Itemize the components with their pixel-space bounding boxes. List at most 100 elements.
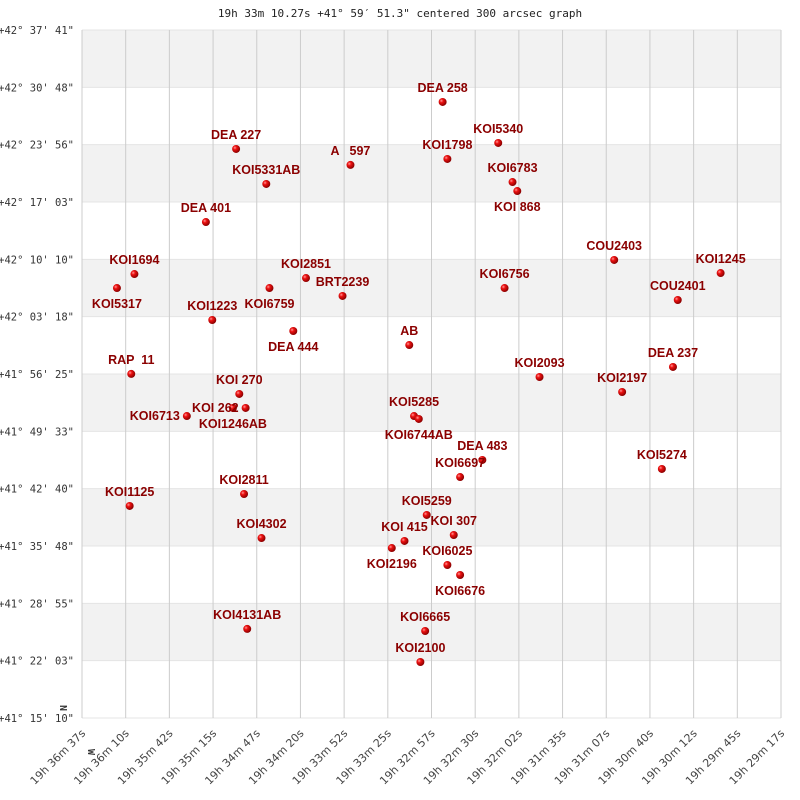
star-label: COU2403 (586, 239, 642, 253)
star-marker (443, 561, 452, 570)
star-marker (232, 144, 241, 153)
star-marker (494, 138, 503, 147)
star-marker (416, 657, 425, 666)
star-marker (421, 627, 430, 636)
star-label: KOI5285 (389, 395, 439, 409)
star-label: KOI6697 (435, 456, 485, 470)
star-label: BRT2239 (316, 275, 370, 289)
star-marker (208, 316, 217, 325)
star-label: KOI6783 (488, 161, 538, 175)
star-marker (112, 284, 121, 293)
star-label: KOI5331AB (232, 163, 300, 177)
star-label: KOI2197 (597, 371, 647, 385)
star-marker (405, 341, 414, 350)
star-label: KOI2196 (367, 557, 417, 571)
star-label: KOI5340 (473, 122, 523, 136)
star-label: DEA 258 (417, 81, 467, 95)
star-label: KOI4302 (237, 517, 287, 531)
star-marker (400, 536, 409, 545)
star-label: KOI6676 (435, 584, 485, 598)
star-label: KOI6665 (400, 610, 450, 624)
y-tick-label: +42° 10' 10" (0, 254, 74, 266)
star-marker (240, 489, 249, 498)
star-marker (338, 291, 347, 300)
star-marker (301, 274, 310, 283)
star-marker (668, 362, 677, 371)
star-label: KOI2851 (281, 257, 331, 271)
star-marker (456, 473, 465, 482)
star-marker (241, 403, 250, 412)
y-tick-label: +41° 42' 40" (0, 484, 74, 496)
star-marker (127, 369, 136, 378)
star-label: KOI1223 (187, 299, 237, 313)
star-label: DEA 444 (268, 340, 318, 354)
star-marker (513, 187, 522, 196)
star-marker (262, 179, 271, 188)
y-axis-ticks: +42° 37' 41" +42° 30' 48" +42° 23' 56" +42°… (0, 25, 74, 725)
star-label: KOI5274 (637, 448, 687, 462)
star-marker (657, 464, 666, 473)
star-label: KOI 270 (216, 373, 263, 387)
star-label: COU2401 (650, 279, 706, 293)
star-label: KOI1246AB (199, 417, 267, 431)
y-tick-label: +42° 30' 48" (0, 82, 74, 94)
star-marker (456, 571, 465, 580)
star-label: RAP 11 (108, 353, 154, 367)
star-label: KOI 262 (192, 401, 239, 415)
star-marker (201, 218, 210, 227)
star-label: KOI1694 (109, 253, 159, 267)
star-marker (257, 534, 266, 543)
star-marker (414, 414, 423, 423)
star-label: A 597 (331, 144, 371, 158)
chart-title: 19h 33m 10.27s +41° 59′ 51.3" centered 3… (218, 7, 582, 20)
star-marker (610, 255, 619, 264)
star-marker (716, 269, 725, 278)
star-marker (422, 510, 431, 519)
y-tick-label: +41° 22' 03" (0, 656, 74, 668)
star-marker (673, 296, 682, 305)
star-marker (265, 284, 274, 293)
star-marker (535, 372, 544, 381)
star-marker (243, 624, 252, 633)
star-label: KOI2100 (395, 641, 445, 655)
star-marker (449, 530, 458, 539)
star-label: DEA 401 (181, 201, 231, 215)
star-marker (289, 326, 298, 335)
star-markers (112, 97, 725, 666)
star-label: KOI1798 (422, 138, 472, 152)
star-marker (478, 455, 487, 464)
star-label: KOI5317 (92, 297, 142, 311)
north-indicator: N (57, 705, 68, 711)
star-marker (387, 544, 396, 553)
star-label: AB (400, 324, 418, 338)
star-label: KOI1125 (105, 485, 154, 499)
star-label: KOI2093 (515, 356, 565, 370)
star-marker (235, 389, 244, 398)
y-tick-label: +42° 03' 18" (0, 312, 74, 324)
star-label: KOI6025 (422, 544, 472, 558)
star-marker (130, 270, 139, 279)
y-tick-label: +41° 28' 55" (0, 598, 74, 610)
star-marker (125, 501, 134, 510)
star-label: KOI2811 (219, 473, 268, 487)
star-label: KOI6759 (244, 297, 294, 311)
star-label: KOI6713 (130, 409, 180, 423)
y-tick-label: +42° 17' 03" (0, 197, 74, 209)
star-marker (182, 412, 191, 421)
star-label: KOI1245 (696, 252, 746, 266)
star-marker (438, 97, 447, 106)
y-tick-label: +41° 49' 33" (0, 426, 74, 438)
star-marker (443, 154, 452, 163)
star-marker (500, 284, 509, 293)
west-indicator: W (85, 749, 96, 756)
star-marker (508, 178, 517, 187)
star-marker (228, 403, 237, 412)
y-tick-label: +41° 15' 10" (0, 713, 74, 725)
star-label: KOI6756 (480, 267, 530, 281)
star-label: KOI 307 (430, 514, 477, 528)
star-label: KOI6744AB (385, 428, 453, 442)
y-tick-label: +41° 56' 25" (0, 369, 74, 381)
